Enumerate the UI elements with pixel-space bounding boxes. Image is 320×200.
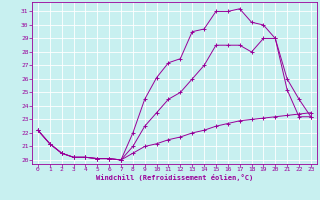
X-axis label: Windchill (Refroidissement éolien,°C): Windchill (Refroidissement éolien,°C)	[96, 174, 253, 181]
